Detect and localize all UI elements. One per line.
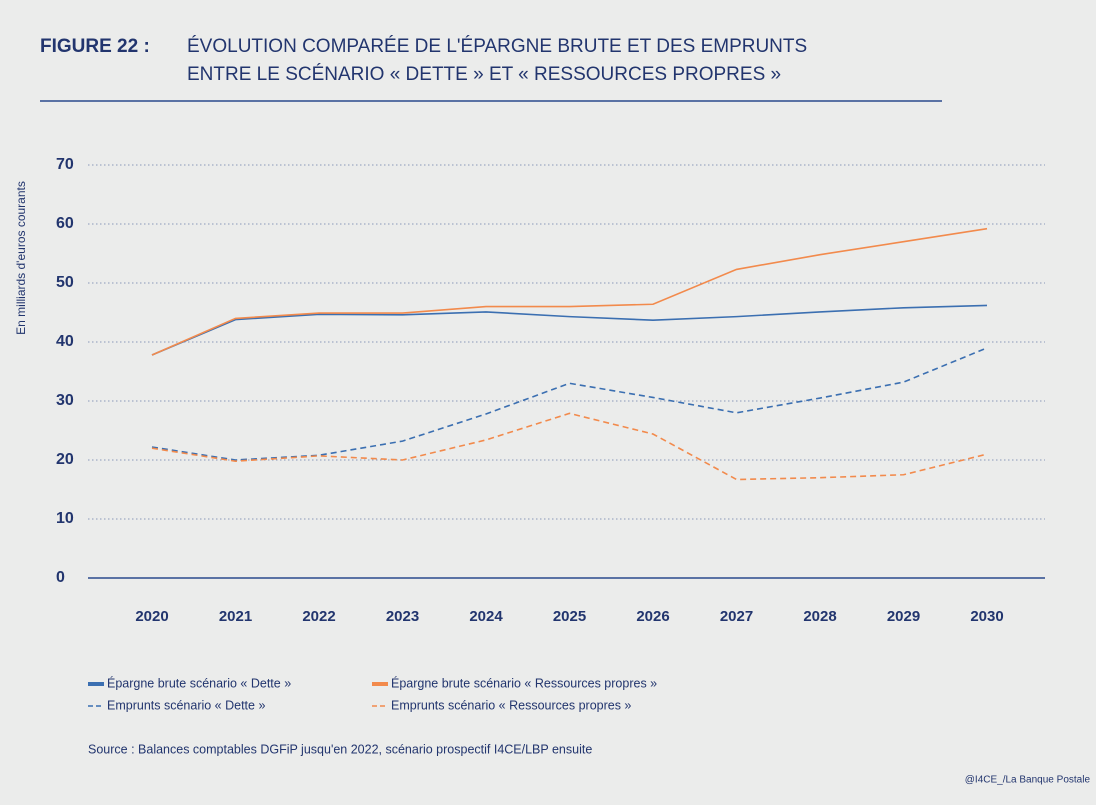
series-line	[151, 412, 988, 481]
x-tick-label: 2024	[469, 608, 503, 625]
chart-title: ENTRE LE SCÉNARIO « DETTE » ET « RESSOUR…	[187, 64, 781, 85]
x-tick-label: 2029	[887, 608, 920, 625]
series-line	[151, 304, 988, 356]
y-tick-label: 20	[56, 451, 74, 468]
y-tick-label: 10	[56, 510, 74, 527]
source: Source : Balances comptables DGFiP jusqu…	[88, 742, 592, 756]
x-tick-label: 2027	[720, 608, 753, 625]
title-prefix: FIGURE 22 :	[40, 36, 150, 57]
legend-label: Épargne brute scénario « Ressources prop…	[391, 675, 657, 690]
y-tick-label: 0	[56, 569, 65, 586]
y-tick-label: 30	[56, 392, 74, 409]
x-tick-label: 2025	[553, 608, 586, 625]
legend-label: Emprunts scénario « Ressources propres »	[391, 698, 631, 712]
x-tick-label: 2028	[803, 608, 836, 625]
y-tick-label: 50	[56, 274, 74, 291]
x-tick-label: 2021	[219, 608, 252, 625]
x-tick-label: 2026	[636, 608, 669, 625]
legend-label: Emprunts scénario « Dette »	[107, 698, 265, 712]
y-axis-label: En milliards d'euros courants	[14, 181, 28, 335]
series-line	[151, 227, 988, 356]
y-tick-label: 40	[56, 333, 74, 350]
x-tick-label: 2022	[302, 608, 335, 625]
credit: @I4CE_/La Banque Postale	[965, 775, 1091, 786]
chart-title: ÉVOLUTION COMPARÉE DE L'ÉPARGNE BRUTE ET…	[187, 36, 807, 57]
y-tick-label: 70	[56, 156, 74, 173]
x-tick-label: 2030	[970, 608, 1003, 625]
x-tick-label: 2020	[135, 608, 168, 625]
x-tick-label: 2023	[386, 608, 419, 625]
legend-label: Épargne brute scénario « Dette »	[107, 675, 291, 690]
y-tick-label: 60	[56, 215, 74, 232]
